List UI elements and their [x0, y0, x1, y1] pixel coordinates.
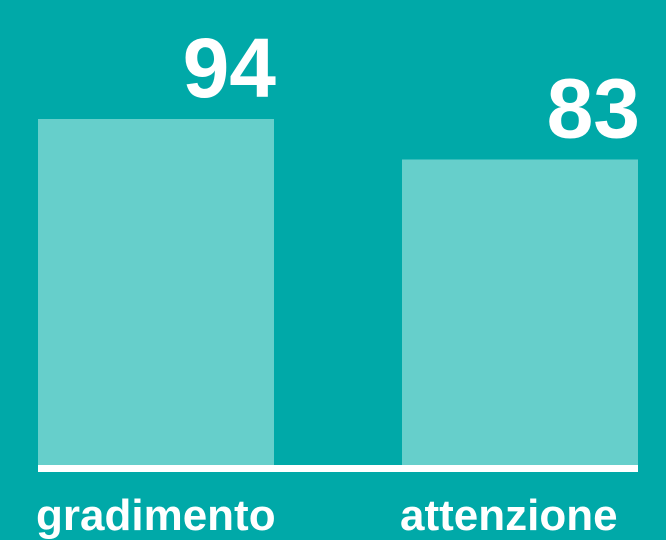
value-label: 94: [183, 21, 277, 115]
value-label: 83: [547, 61, 640, 155]
category-label: gradimento: [36, 491, 276, 540]
bar: [402, 159, 638, 465]
baseline: [38, 465, 638, 472]
category-label: attenzione: [400, 491, 618, 540]
bar: [38, 119, 274, 465]
